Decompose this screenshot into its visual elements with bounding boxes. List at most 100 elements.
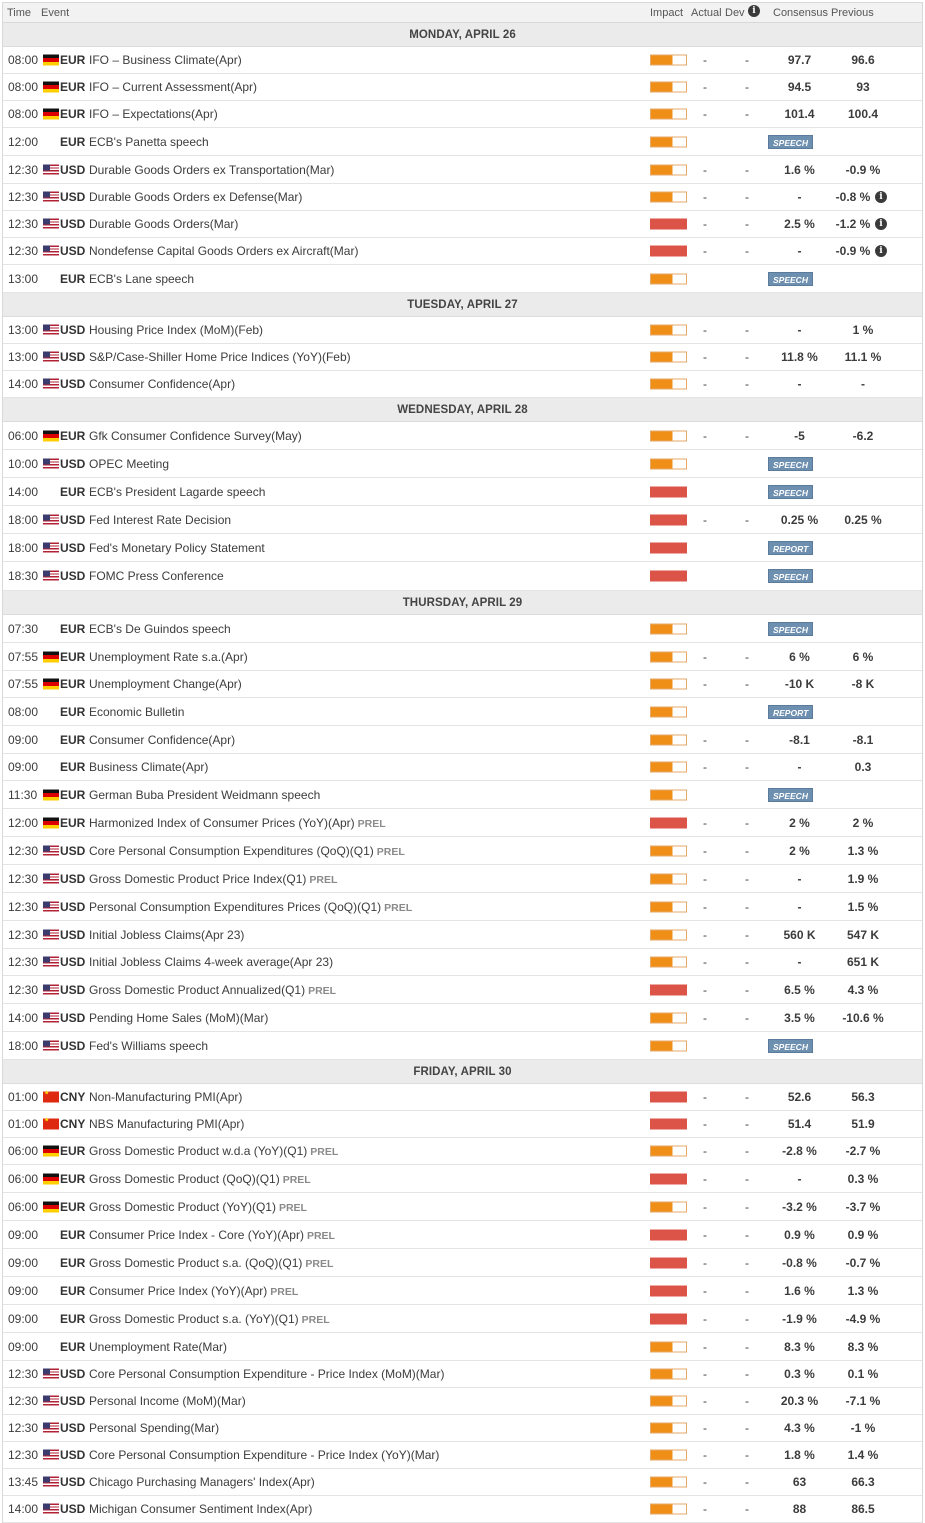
event-row[interactable]: 09:00 EUR Consumer Confidence(Apr) - - -8.1 -8… [3,726,922,754]
event-row[interactable]: 09:00 EUR Unemployment Rate(Mar) - - 8.3 % 8.3… [3,1333,922,1361]
event-name[interactable]: Gross Domestic Product s.a. (QoQ)(Q1) PRE… [89,1256,333,1270]
event-name[interactable]: Consumer Price Index (YoY)(Apr) PREL [89,1284,298,1298]
event-row[interactable]: 12:30 USD Nondefense Capital Goods Orders … [3,238,922,265]
event-row[interactable]: 10:00 USD OPEC Meeting SPEECH [3,450,922,478]
event-row[interactable]: 13:00 EUR ECB's Lane speech SPEECH [3,265,922,293]
event-name[interactable]: IFO – Current Assessment(Apr) [89,80,257,94]
event-row[interactable]: 12:00 EUR ECB's Panetta speech SPEECH [3,128,922,156]
event-row[interactable]: 14:00 USD Michigan Consumer Sentiment Inde… [3,1496,922,1523]
event-name[interactable]: Michigan Consumer Sentiment Index(Apr) [89,1502,312,1516]
event-row[interactable]: 06:00 EUR Gross Domestic Product (YoY)(Q1)… [3,1193,922,1221]
speech-badge[interactable]: SPEECH [768,484,813,499]
event-row[interactable]: 08:00 EUR IFO – Current Assessment(Apr) - - 9… [3,74,922,101]
event-name[interactable]: Economic Bulletin [89,705,184,719]
event-name[interactable]: ECB's De Guindos speech [89,622,231,636]
event-name[interactable]: Housing Price Index (MoM)(Feb) [89,323,263,337]
event-row[interactable]: 12:30 USD Personal Income (MoM)(Mar) - - 20.3… [3,1388,922,1415]
event-row[interactable]: 12:30 USD Personal Consumption Expenditure… [3,893,922,921]
event-row[interactable]: 09:00 EUR Consumer Price Index (YoY)(Apr) P… [3,1277,922,1305]
event-row[interactable]: 12:30 USD Gross Domestic Product Annualize… [3,976,922,1004]
previous-column-header[interactable]: Previous [831,7,874,19]
event-name[interactable]: Gross Domestic Product Price Index(Q1) PR… [89,872,337,886]
event-name[interactable]: Core Personal Consumption Expenditure - … [89,1448,439,1462]
report-badge[interactable]: REPORT [768,704,814,719]
event-row[interactable]: 18:30 USD FOMC Press Conference SPEECH [3,562,922,591]
event-row[interactable]: 09:00 EUR Gross Domestic Product s.a. (YoY… [3,1305,922,1333]
event-row[interactable]: 14:00 USD Pending Home Sales (MoM)(Mar) - - 3… [3,1004,922,1032]
dev-info-icon[interactable]: i [748,5,760,17]
event-name[interactable]: Initial Jobless Claims(Apr 23) [89,928,244,942]
event-name[interactable]: German Buba President Weidmann speech [89,788,320,802]
event-name[interactable]: Gross Domestic Product w.d.a (YoY)(Q1) PR… [89,1144,338,1158]
event-name[interactable]: Gross Domestic Product s.a. (YoY)(Q1) PRE… [89,1312,330,1326]
event-name[interactable]: Durable Goods Orders(Mar) [89,217,238,231]
event-name[interactable]: S&P/Case-Shiller Home Price Indices (YoY… [89,350,351,364]
speech-badge[interactable]: SPEECH [768,569,813,583]
event-row[interactable]: 12:30 USD Core Personal Consumption Expend… [3,1361,922,1388]
event-row[interactable]: 12:30 USD Durable Goods Orders(Mar) - - 2.5 %… [3,211,922,238]
speech-badge[interactable]: SPEECH [768,456,813,471]
revision-info-icon[interactable]: i [875,191,887,203]
event-name[interactable]: Unemployment Change(Apr) [89,677,242,691]
event-name[interactable]: IFO – Expectations(Apr) [89,107,218,121]
event-row[interactable]: 08:00 EUR IFO – Expectations(Apr) - - 101.4 10… [3,101,922,128]
speech-badge[interactable]: SPEECH [768,787,813,802]
event-row[interactable]: 12:30 USD Initial Jobless Claims(Apr 23) - -… [3,921,922,949]
event-row[interactable]: 07:55 EUR Unemployment Change(Apr) - - -10 K -… [3,671,922,698]
event-name[interactable]: Nondefense Capital Goods Orders ex Aircr… [89,244,358,258]
impact-column-header[interactable]: Impact [650,7,684,19]
time-column-header[interactable]: Time [7,7,32,19]
event-name[interactable]: Consumer Price Index - Core (YoY)(Apr) PR… [89,1228,335,1242]
event-name[interactable]: Unemployment Rate(Mar) [89,1340,227,1354]
event-row[interactable]: 13:45 USD Chicago Purchasing Managers' Ind… [3,1469,922,1496]
event-name[interactable]: ECB's Panetta speech [89,135,209,149]
event-name[interactable]: Consumer Confidence(Apr) [89,733,235,747]
event-name[interactable]: ECB's President Lagarde speech [89,485,265,499]
event-name[interactable]: Personal Income (MoM)(Mar) [89,1394,246,1408]
actual-column-header[interactable]: Actual [691,7,722,19]
revision-info-icon[interactable]: i [875,218,887,230]
consensus-column-header[interactable]: Consensus [773,7,829,19]
event-row[interactable]: 12:30 USD Personal Spending(Mar) - - 4.3 % -1 … [3,1415,922,1442]
event-row[interactable]: 12:30 USD Gross Domestic Product Price Ind… [3,865,922,893]
event-name[interactable]: Initial Jobless Claims 4-week average(Ap… [89,955,333,969]
event-name[interactable]: Chicago Purchasing Managers' Index(Apr) [89,1475,315,1489]
event-row[interactable]: 18:00 USD Fed's Monetary Policy Statement R… [3,534,922,562]
event-row[interactable]: 07:30 EUR ECB's De Guindos speech SPEECH [3,615,922,643]
event-row[interactable]: 12:30 USD Core Personal Consumption Expend… [3,1442,922,1469]
event-row[interactable]: 09:00 EUR Business Climate(Apr) - - - 0.3 [3,754,922,781]
event-name[interactable]: NBS Manufacturing PMI(Apr) [89,1117,244,1131]
event-name[interactable]: Harmonized Index of Consumer Prices (YoY… [89,816,386,830]
event-name[interactable]: Durable Goods Orders ex Defense(Mar) [89,190,302,204]
event-row[interactable]: 06:00 EUR Gross Domestic Product (QoQ)(Q1)… [3,1165,922,1193]
event-name[interactable]: FOMC Press Conference [89,569,224,583]
event-row[interactable]: 12:30 USD Durable Goods Orders ex Transpor… [3,156,922,184]
event-row[interactable]: 12:30 USD Core Personal Consumption Expend… [3,837,922,865]
event-row[interactable]: 08:00 EUR Economic Bulletin REPORT [3,698,922,726]
event-name[interactable]: Pending Home Sales (MoM)(Mar) [89,1011,268,1025]
event-row[interactable]: 13:00 USD S&P/Case-Shiller Home Price Indi… [3,344,922,371]
dev-column-header[interactable]: Dev [725,7,745,19]
event-name[interactable]: Gfk Consumer Confidence Survey(May) [89,429,302,443]
revision-info-icon[interactable]: i [875,245,887,257]
event-row[interactable]: 07:55 EUR Unemployment Rate s.a.(Apr) - - 6 %… [3,643,922,671]
event-name[interactable]: Personal Spending(Mar) [89,1421,219,1435]
speech-badge[interactable]: SPEECH [768,1038,813,1053]
event-name[interactable]: Business Climate(Apr) [89,760,208,774]
event-name[interactable]: Personal Consumption Expenditures Prices… [89,900,412,914]
event-row[interactable]: 14:00 USD Consumer Confidence(Apr) - - - - [3,371,922,398]
event-name[interactable]: Gross Domestic Product (QoQ)(Q1) PREL [89,1172,311,1186]
event-name[interactable]: OPEC Meeting [89,457,169,471]
report-badge[interactable]: REPORT [768,540,814,555]
event-row[interactable]: 06:00 EUR Gross Domestic Product w.d.a (Yo… [3,1138,922,1165]
event-row[interactable]: 09:00 EUR Consumer Price Index - Core (YoY… [3,1221,922,1249]
event-name[interactable]: Durable Goods Orders ex Transportation(M… [89,163,334,177]
event-row[interactable]: 12:30 USD Durable Goods Orders ex Defense(… [3,184,922,211]
event-row[interactable]: 12:00 EUR Harmonized Index of Consumer Pri… [3,809,922,837]
event-row[interactable]: 14:00 EUR ECB's President Lagarde speech SP… [3,478,922,506]
event-name[interactable]: Fed's Williams speech [89,1039,208,1053]
event-row[interactable]: 13:00 USD Housing Price Index (MoM)(Feb) - -… [3,317,922,344]
event-name[interactable]: Non-Manufacturing PMI(Apr) [89,1090,242,1104]
